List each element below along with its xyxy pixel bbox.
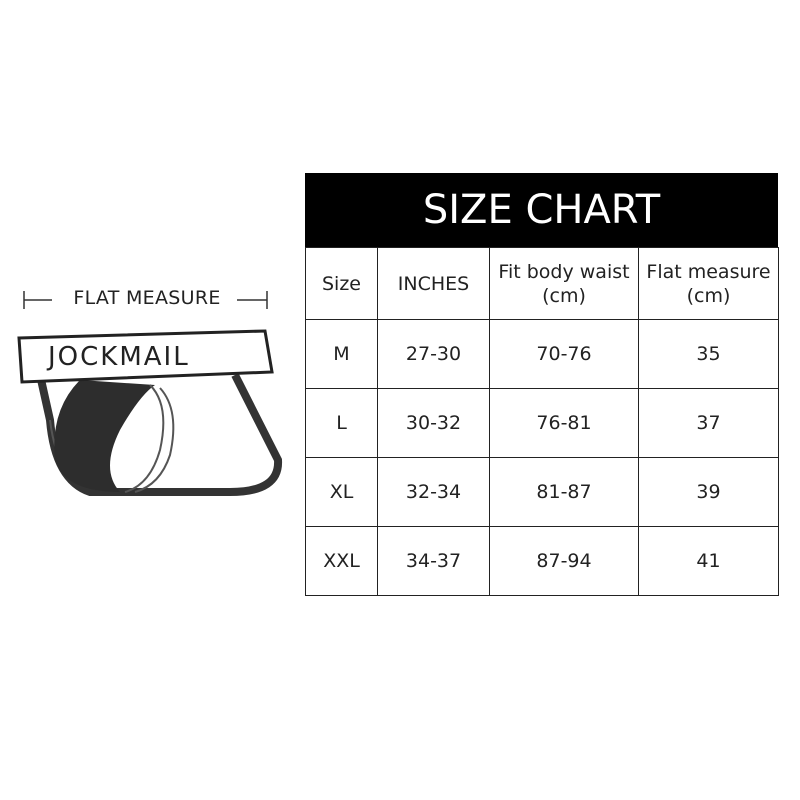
header-text: INCHES <box>397 272 470 295</box>
table-header-row: Size INCHES Fit body waist (cm) Flat meas… <box>305 247 779 320</box>
cell-waist-cm: 76-81 <box>489 388 639 458</box>
size-table: Size INCHES Fit body waist (cm) Flat meas… <box>305 247 779 596</box>
measure-arrow-icon <box>23 291 268 309</box>
cell-flat-cm: 37 <box>638 388 779 458</box>
cell-waist-cm: 87-94 <box>489 526 639 596</box>
cell-size: L <box>305 388 378 458</box>
cell-inches: 27-30 <box>377 319 490 389</box>
cell-waist-cm: 70-76 <box>489 319 639 389</box>
cell-flat-cm: 39 <box>638 457 779 527</box>
header-size: Size <box>305 247 378 320</box>
table-row: XL 32-34 81-87 39 <box>305 457 779 527</box>
size-chart-title: SIZE CHART <box>305 173 778 247</box>
table-row: M 27-30 70-76 35 <box>305 319 779 389</box>
brand-logo: JOCKMAIL <box>48 342 190 372</box>
header-flat-measure: Flat measure (cm) <box>638 247 779 320</box>
cell-flat-cm: 35 <box>638 319 779 389</box>
cell-size: XL <box>305 457 378 527</box>
header-unit: (cm) <box>542 284 586 307</box>
header-fit-body-waist: Fit body waist (cm) <box>489 247 639 320</box>
cell-size: XXL <box>305 526 378 596</box>
flat-measure-indicator: FLAT MEASURE <box>22 287 272 311</box>
cell-size: M <box>305 319 378 389</box>
header-text: Flat measure <box>646 260 771 283</box>
table-row: L 30-32 76-81 37 <box>305 388 779 458</box>
header-inches: INCHES <box>377 247 490 320</box>
cell-flat-cm: 41 <box>638 526 779 596</box>
table-row: XXL 34-37 87-94 41 <box>305 526 779 596</box>
cell-inches: 32-34 <box>377 457 490 527</box>
size-chart: SIZE CHART Size INCHES Fit body waist (cm… <box>305 173 779 596</box>
header-text: Fit body waist <box>498 260 630 283</box>
cell-waist-cm: 81-87 <box>489 457 639 527</box>
cell-inches: 34-37 <box>377 526 490 596</box>
product-illustration: JOCKMAIL <box>10 320 290 500</box>
header-unit: (cm) <box>686 284 731 307</box>
header-text: Size <box>321 272 361 295</box>
flat-measure-label: FLAT MEASURE <box>73 287 221 309</box>
cell-inches: 30-32 <box>377 388 490 458</box>
